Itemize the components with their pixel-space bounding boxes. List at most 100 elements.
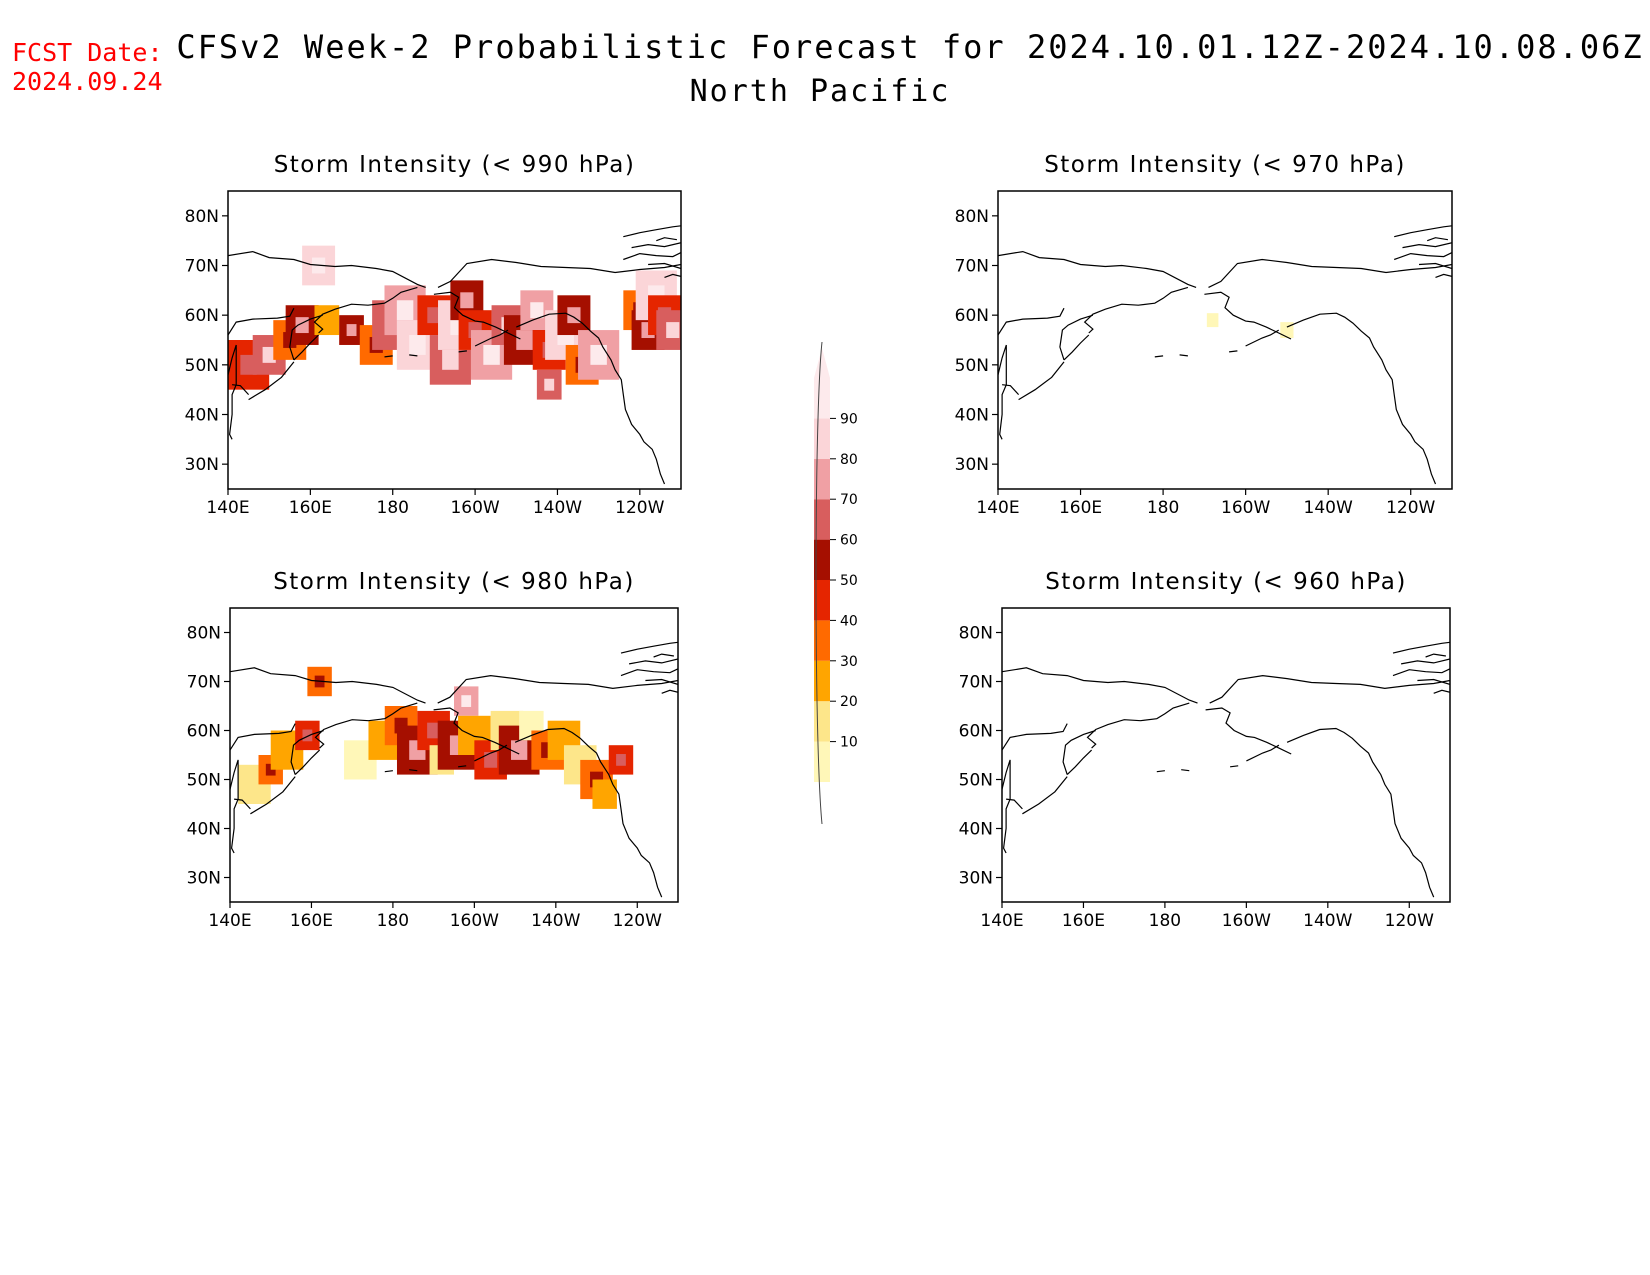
lat-label: 50N — [959, 771, 993, 791]
colorbar-outline — [815, 341, 823, 825]
coastline-segment — [1246, 744, 1280, 762]
coastline-segment — [1059, 314, 1094, 361]
colorbar-label: 40 — [840, 613, 858, 629]
colorbar-swatch — [814, 458, 830, 500]
lat-label: 80N — [185, 207, 219, 227]
lat-label: 30N — [185, 455, 219, 475]
coastline-segment — [1002, 667, 1198, 704]
coastline-segment — [437, 674, 678, 704]
shading-core — [461, 695, 472, 707]
lon-label: 160W — [450, 498, 499, 518]
coastline-segment — [1209, 674, 1450, 704]
coastline-segment — [620, 668, 678, 677]
coastline-segment — [1392, 668, 1450, 677]
coastlines — [228, 225, 681, 485]
coastline-segment — [234, 798, 251, 810]
coastline-segment — [230, 759, 239, 854]
coastline-segment — [1083, 286, 1189, 334]
lon-label: 180 — [377, 911, 409, 931]
lat-label: 30N — [959, 869, 993, 889]
coastline-segment — [294, 749, 321, 776]
forecast-date-value: 2024.09.24 — [12, 67, 163, 96]
coastline-segment — [314, 702, 418, 749]
coastline-segment — [1086, 702, 1190, 749]
map-panel-p970: Storm Intensity (< 970 hPa) 80N 70N 60N 50N 4… — [955, 152, 1453, 518]
lon-label: 160E — [290, 911, 333, 931]
coastline-segment — [1400, 658, 1450, 665]
lon-label: 160E — [1062, 911, 1105, 931]
shading-core — [616, 754, 626, 766]
shading-core — [427, 722, 441, 739]
colorbar-label: 10 — [840, 735, 858, 751]
shading-core — [427, 307, 441, 324]
coastline-segment — [661, 689, 678, 694]
coastline-segment — [1402, 242, 1452, 249]
colorbar-label: 90 — [840, 411, 858, 427]
coastline-segment — [1181, 769, 1190, 772]
lat-label: 30N — [955, 455, 989, 475]
lon-label: 140E — [206, 498, 249, 518]
coastline-segment — [384, 355, 393, 358]
shading-core — [484, 752, 498, 768]
map-frame — [229, 607, 679, 903]
coastline-segment — [248, 361, 295, 401]
coastline-segment — [1002, 759, 1011, 854]
coastline-segment — [458, 765, 467, 768]
lon-label: 120W — [1386, 498, 1435, 518]
coastline-segment — [645, 678, 678, 685]
lon-label: 140W — [533, 498, 582, 518]
coastline-segment — [293, 334, 320, 361]
lon-label: 160E — [1059, 498, 1102, 518]
coastline-segment — [998, 344, 1007, 440]
colorbar-label: 50 — [840, 573, 858, 589]
coastline-segment — [656, 237, 677, 242]
coastline-segment — [514, 727, 663, 898]
lon-label: 140E — [980, 911, 1023, 931]
colorbar-swatch — [814, 741, 830, 782]
lat-label: 60N — [955, 306, 989, 326]
map-frame — [227, 190, 682, 490]
shading-core — [544, 378, 555, 391]
coastline-segment — [433, 291, 521, 340]
coastline-segment — [1022, 776, 1068, 815]
colorbar-label: 60 — [840, 533, 858, 549]
coastline-segment — [228, 344, 237, 440]
map-panel-p960: Storm Intensity (< 960 hPa) 80N 70N 60N 50N 4… — [959, 569, 1451, 931]
lon-label: 180 — [1149, 911, 1181, 931]
coastline-segment — [998, 250, 1197, 288]
lat-label: 30N — [187, 869, 221, 889]
shading-core — [511, 740, 528, 760]
coastline-segment — [384, 770, 393, 773]
panel-title: Storm Intensity (< 980 hPa) — [273, 569, 635, 595]
lon-label: 160E — [289, 498, 332, 518]
coastline-segment — [228, 307, 295, 336]
lon-label: 160W — [1222, 911, 1271, 931]
colorbar-swatch — [814, 580, 830, 621]
coastline-segment — [1286, 727, 1435, 898]
coastline-segment — [289, 314, 323, 361]
shading-core — [666, 322, 680, 339]
lon-label: 140W — [1303, 911, 1352, 931]
colorbar: 10 20 30 40 50 60 70 80 90 — [814, 341, 858, 825]
lon-label: 120W — [613, 911, 662, 931]
colorbar-cap-bottom — [814, 782, 830, 818]
lat-label: 60N — [185, 306, 219, 326]
lat-label: 40N — [187, 820, 221, 840]
lon-label: 120W — [615, 498, 664, 518]
shading-core — [396, 300, 414, 321]
region-subtitle: North Pacific — [689, 74, 951, 109]
colorbar-swatch — [814, 539, 830, 580]
coastline-segment — [631, 242, 681, 249]
coastline-segment — [1435, 273, 1452, 278]
coastline-segment — [230, 723, 296, 751]
coastlines — [998, 225, 1452, 485]
lat-label: 60N — [187, 722, 221, 742]
lat-label: 40N — [955, 406, 989, 426]
shading-core — [590, 344, 607, 365]
coastline-segment — [409, 769, 418, 772]
coastline-segment — [1393, 252, 1452, 261]
coastline-segment — [1417, 678, 1450, 685]
coastline-segment — [1066, 749, 1093, 776]
colorbar-label: 70 — [840, 492, 858, 508]
